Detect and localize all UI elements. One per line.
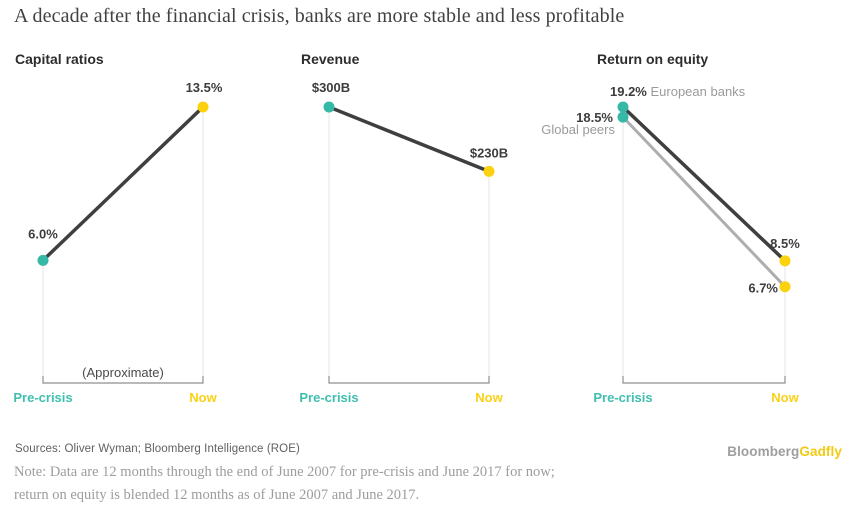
series-name-label: Global peers: [541, 122, 615, 137]
now-dot: [779, 281, 791, 293]
axis-bracket: [328, 376, 490, 384]
panel-title-revenue: Revenue: [301, 51, 360, 67]
panel-title-return-on-equity: Return on equity: [597, 51, 709, 67]
slope-chart-capital-ratios: (Approximate) Pre-crisis Now 6.0% 13.5%: [13, 80, 223, 405]
axis-label-pre-crisis: Pre-crisis: [299, 390, 358, 405]
footnote-line1: Note: Data are 12 months through the end…: [14, 464, 555, 480]
value-label: 18.5%: [576, 110, 613, 125]
pre-crisis-dot: [37, 254, 49, 266]
slope-chart-revenue: Pre-crisis Now $300B $230B: [299, 80, 508, 405]
panel-return-on-equity: Return on equity Pre-crisis Now 19.2% Euro…: [541, 46, 849, 418]
pre-crisis-dot: [617, 111, 629, 123]
panel-revenue: Revenue Pre-crisis Now $300B $230B: [283, 46, 566, 418]
value-label: 19.2% European banks: [610, 84, 746, 99]
value-label: $230B: [470, 145, 508, 160]
series-name-label: European banks: [647, 84, 746, 99]
value-label: $300B: [312, 80, 350, 95]
slope-line-global-peers: [621, 115, 787, 289]
slope-line-revenue: [327, 105, 491, 174]
now-dot: [483, 165, 495, 177]
axis-label-pre-crisis: Pre-crisis: [13, 390, 72, 405]
axis-label-now: Now: [189, 390, 217, 405]
now-dot: [197, 101, 209, 113]
footnote: Note: Data are 12 months through the end…: [14, 461, 555, 507]
axis-label-now: Now: [771, 390, 799, 405]
slope-line-european-banks: [621, 105, 787, 263]
value-label: 6.7%: [748, 281, 778, 296]
panel-capital-ratios: Capital ratios (Approximate) Pre-crisis No…: [0, 46, 283, 418]
logo-gadfly: Gadfly: [799, 444, 842, 459]
axis-label-now: Now: [475, 390, 503, 405]
value-label: 13.5%: [186, 80, 223, 95]
approximate-annotation: (Approximate): [82, 365, 164, 380]
value-label: 8.5%: [770, 236, 800, 251]
bloomberg-gadfly-logo: BloombergGadfly: [727, 444, 842, 459]
slope-chart-return-on-equity: Pre-crisis Now 19.2% European banks 8.5% 18.…: [541, 84, 800, 405]
now-dot: [779, 255, 791, 267]
pre-crisis-dot: [323, 101, 335, 113]
axis-bracket: [42, 376, 204, 384]
axis-bracket: [622, 376, 786, 384]
logo-bloomberg: Bloomberg: [727, 444, 800, 459]
chart-title: A decade after the financial crisis, ban…: [14, 5, 625, 27]
panel-title-capital-ratios: Capital ratios: [15, 51, 104, 67]
pre-crisis-dot: [617, 101, 629, 113]
value-label: 6.0%: [28, 226, 58, 241]
sources-text: Sources: Oliver Wyman; Bloomberg Intelli…: [15, 443, 300, 455]
axis-label-pre-crisis: Pre-crisis: [593, 390, 652, 405]
footnote-line2: return on equity is blended 12 months as…: [14, 487, 420, 503]
slope-line-capital-ratios: [41, 105, 205, 263]
